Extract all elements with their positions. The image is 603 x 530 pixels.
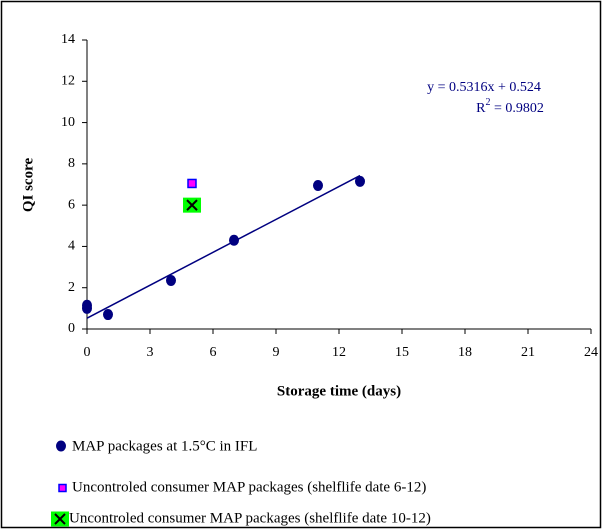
y-tick-label: 8: [68, 156, 75, 171]
x-axis-title: Storage time (days): [277, 383, 401, 399]
data-point: [355, 175, 365, 187]
x-tick-label: 18: [458, 345, 472, 360]
data-point: [229, 234, 239, 246]
trend-line: [86, 174, 361, 319]
x-tick-label: 3: [147, 345, 154, 360]
y-tick-label: 14: [61, 32, 75, 47]
r-squared: R2 = 0.9802: [476, 97, 544, 116]
y-tick-label: 2: [68, 280, 75, 295]
data-point: [82, 302, 92, 314]
y-tick-label: 4: [68, 239, 75, 254]
y-tick-label: 0: [68, 321, 75, 336]
r-symbol: R: [476, 101, 486, 116]
legend-label: MAP packages at 1.5°C in IFL: [72, 438, 257, 454]
legend-marker: [51, 511, 69, 527]
data-point: [187, 178, 197, 189]
y-axis-title: QI score: [20, 158, 36, 213]
r-text: = 0.9802: [490, 101, 543, 116]
marker-cross: [54, 513, 66, 525]
marker-cross: [186, 199, 198, 211]
legend-marker: [56, 440, 66, 452]
legend-marker: [58, 483, 67, 493]
y-tick-label: 6: [68, 197, 75, 212]
y-tick-label: 10: [61, 115, 75, 130]
trend-equation: y = 0.5316x + 0.524: [427, 80, 541, 95]
legend-label: Uncontroled consumer MAP packages (shelf…: [69, 510, 431, 526]
x-tick-label: 0: [84, 345, 91, 360]
x-tick-label: 6: [210, 345, 217, 360]
x-tick-label: 15: [395, 345, 409, 360]
data-point: [183, 197, 201, 213]
y-tick-label: 12: [61, 74, 75, 89]
legend-label: Uncontroled consumer MAP packages (shelf…: [72, 479, 426, 495]
x-tick-label: 12: [332, 345, 346, 360]
data-point: [103, 309, 113, 321]
x-tick-label: 21: [521, 345, 535, 360]
data-point: [166, 274, 176, 286]
x-tick-label: 9: [273, 345, 280, 360]
r-superscript: 2: [485, 97, 490, 108]
x-tick-label: 24: [584, 345, 598, 360]
data-point: [313, 180, 323, 192]
